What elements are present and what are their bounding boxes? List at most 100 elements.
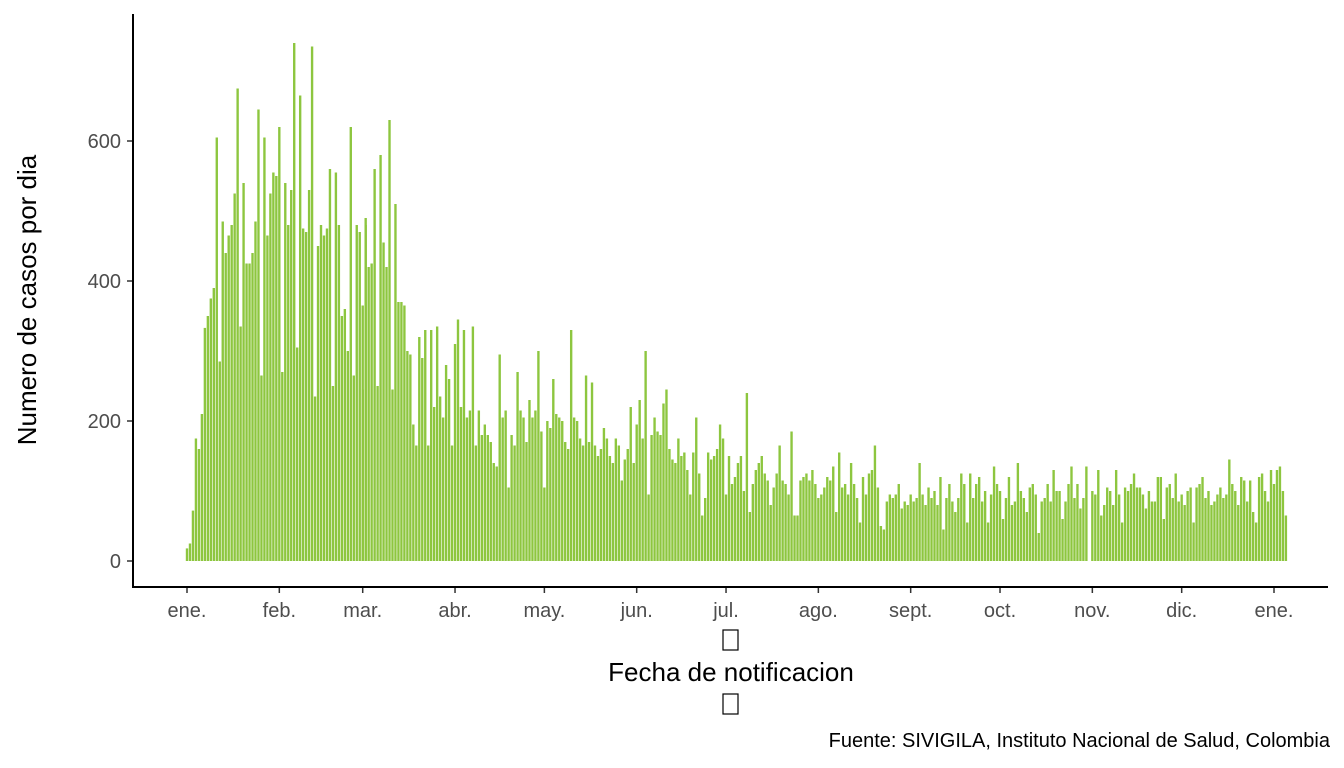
bar [1281, 491, 1285, 561]
bar [617, 445, 621, 561]
bar [829, 480, 832, 561]
bar [572, 417, 576, 561]
bar [1061, 519, 1064, 561]
bar [1263, 491, 1267, 561]
bar [412, 424, 415, 561]
bar [1031, 484, 1034, 561]
bar [1111, 505, 1115, 561]
bar [200, 414, 204, 561]
bar [1284, 515, 1288, 561]
bar [900, 508, 903, 561]
bar [1278, 466, 1282, 561]
bar [644, 351, 647, 561]
bar [501, 417, 504, 561]
bar [558, 417, 561, 561]
bar [1198, 484, 1201, 561]
bar [1100, 515, 1103, 561]
bar [638, 400, 641, 561]
bar [269, 193, 272, 561]
bar [805, 473, 808, 561]
bar [313, 396, 317, 561]
bar [575, 421, 579, 561]
bar [555, 414, 558, 561]
bar [474, 445, 478, 561]
bar [605, 438, 609, 561]
bar [468, 410, 472, 561]
bar [1174, 473, 1177, 561]
bar [513, 445, 516, 561]
x-tick-label: may. [523, 600, 565, 622]
bar [969, 473, 972, 561]
bar [706, 452, 710, 561]
bar [564, 442, 567, 561]
bar [242, 183, 245, 561]
bar [1210, 505, 1213, 561]
bar [924, 505, 927, 561]
bar [980, 501, 984, 561]
bar [543, 487, 546, 561]
bar [403, 305, 406, 561]
bar [328, 169, 332, 561]
bar [355, 225, 358, 561]
bar [361, 389, 364, 561]
bar [742, 491, 746, 561]
bar [525, 442, 528, 561]
bar [1269, 470, 1273, 561]
bar [352, 375, 355, 561]
bar [975, 484, 978, 561]
bar [212, 288, 215, 561]
bar [1201, 477, 1204, 561]
bar [954, 512, 957, 561]
bar [331, 386, 335, 561]
bar [1150, 501, 1154, 561]
x-tick-label: ene. [168, 600, 207, 622]
bar [191, 510, 195, 561]
bar [826, 477, 829, 561]
x-tick-label: ene. [1255, 600, 1294, 622]
bar [1028, 487, 1031, 561]
bar [298, 95, 302, 561]
bar [1052, 470, 1055, 561]
bar [266, 235, 269, 561]
bar [751, 484, 755, 561]
bar [1007, 477, 1011, 561]
bar [1240, 477, 1243, 561]
bar [382, 242, 385, 561]
bar [1043, 498, 1046, 561]
bar [823, 487, 826, 561]
bar [495, 466, 498, 561]
bar [611, 463, 615, 561]
bar [1129, 484, 1133, 561]
bar [730, 484, 734, 561]
bar [549, 428, 552, 561]
bar [808, 480, 811, 561]
bar [1097, 470, 1100, 561]
bar [820, 494, 823, 561]
bar [1180, 494, 1183, 561]
bar [278, 127, 281, 561]
bar [584, 375, 588, 561]
bar [301, 228, 305, 561]
bar [936, 505, 939, 561]
bar [319, 225, 323, 561]
bar [835, 512, 838, 561]
x-axis-title: Fecha de notificacion [608, 657, 854, 687]
bar [972, 498, 975, 561]
bar [367, 267, 370, 561]
bar [275, 176, 278, 561]
bar [864, 494, 868, 561]
bar [406, 351, 409, 561]
bar [432, 407, 436, 561]
x-tick-label: jul. [712, 600, 739, 622]
bar [1222, 498, 1225, 561]
bar [358, 232, 361, 561]
bar [1094, 494, 1097, 561]
bar [727, 456, 731, 561]
bar [891, 498, 894, 561]
bar [1171, 498, 1174, 561]
bar [802, 477, 805, 561]
bar [1046, 484, 1049, 561]
bar [489, 442, 492, 561]
bar [739, 456, 743, 561]
bar [185, 548, 189, 561]
